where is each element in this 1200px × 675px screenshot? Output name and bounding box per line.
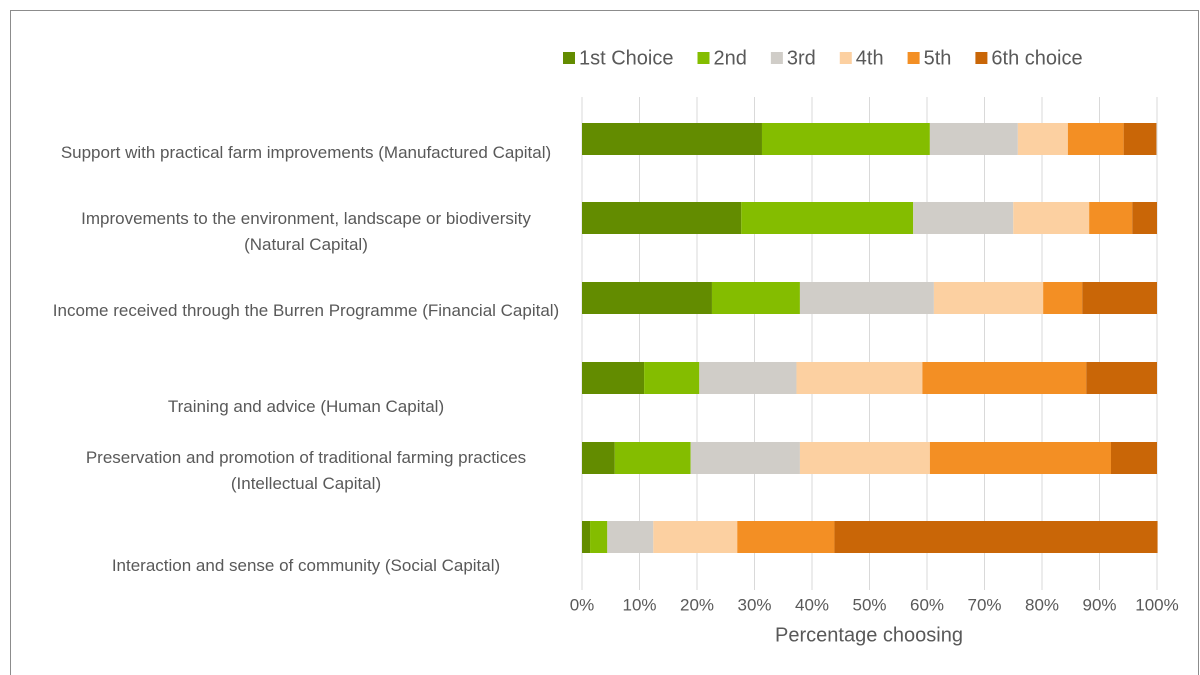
bar-segment (582, 123, 762, 155)
bar-segment (834, 521, 1158, 553)
bar-segment (582, 202, 742, 234)
bar-segment (1067, 123, 1124, 155)
bar-segment (933, 282, 1044, 314)
bar-segment (799, 442, 930, 474)
legend-label: 6th choice (991, 47, 1082, 69)
legend-swatch (907, 52, 920, 64)
bar-segment (711, 282, 800, 314)
bar-segment (761, 123, 930, 155)
x-axis-title: Percentage choosing (775, 624, 963, 646)
bar-segment (690, 442, 800, 474)
bar-segment (582, 282, 712, 314)
bar-segment (653, 521, 738, 553)
legend-swatch (770, 52, 783, 64)
chart-frame (10, 10, 1199, 675)
x-tick-label: 60% (910, 595, 944, 614)
legend-label: 2nd (714, 47, 747, 69)
bar-segment (929, 442, 1111, 474)
bar-segment (1111, 442, 1157, 474)
bar-segment (614, 442, 691, 474)
x-tick-label: 90% (1082, 595, 1116, 614)
bar-segment (741, 202, 914, 234)
category-label: Training and advice (Human Capital) (167, 397, 445, 416)
bar-segment (796, 362, 923, 394)
x-tick-label: 30% (737, 595, 771, 614)
x-tick-label: 70% (967, 595, 1001, 614)
category-label: Improvements to the environment, landsca… (81, 209, 531, 254)
bar-segment (590, 521, 608, 553)
bar-segment (1123, 123, 1157, 155)
legend-label: 5th (924, 47, 952, 69)
legend-swatch (563, 52, 575, 64)
x-tick-label: 100% (1135, 595, 1178, 614)
legend-label: 3rd (787, 47, 816, 69)
bar-segment (1017, 123, 1068, 155)
legend-label: 4th (856, 47, 884, 69)
bar-segment (1086, 362, 1157, 394)
x-tick-label: 0% (570, 595, 595, 614)
bar-segment (737, 521, 835, 553)
bar-segment (929, 123, 1018, 155)
x-tick-label: 20% (680, 595, 714, 614)
bar-segment (1089, 202, 1133, 234)
bar-segment (922, 362, 1087, 394)
x-tick-label: 10% (622, 595, 656, 614)
bar-segment (582, 442, 615, 474)
bar-segment (1132, 202, 1157, 234)
category-label: Support with practical farm improvements… (60, 143, 552, 162)
x-tick-label: 80% (1025, 595, 1059, 614)
bar-segment (699, 362, 797, 394)
bar-segment (644, 362, 700, 394)
bar-segment (582, 521, 591, 553)
legend-swatch (975, 52, 988, 64)
bar-segment (913, 202, 1014, 234)
bar-segment (607, 521, 654, 553)
category-label: Interaction and sense of community (Soci… (111, 556, 501, 575)
bar-segment (1043, 282, 1083, 314)
legend-label: 1st Choice (579, 47, 674, 69)
bar-segment (1082, 282, 1157, 314)
category-label: Preservation and promotion of traditiona… (85, 448, 527, 493)
x-tick-label: 50% (852, 595, 886, 614)
legend-swatch (839, 52, 852, 64)
legend-swatch (697, 52, 710, 64)
x-tick-label: 40% (795, 595, 829, 614)
category-label: Income received through the Burren Progr… (52, 301, 560, 320)
bar-segment (582, 362, 645, 394)
bar-segment (799, 282, 934, 314)
bar-segment (1013, 202, 1090, 234)
